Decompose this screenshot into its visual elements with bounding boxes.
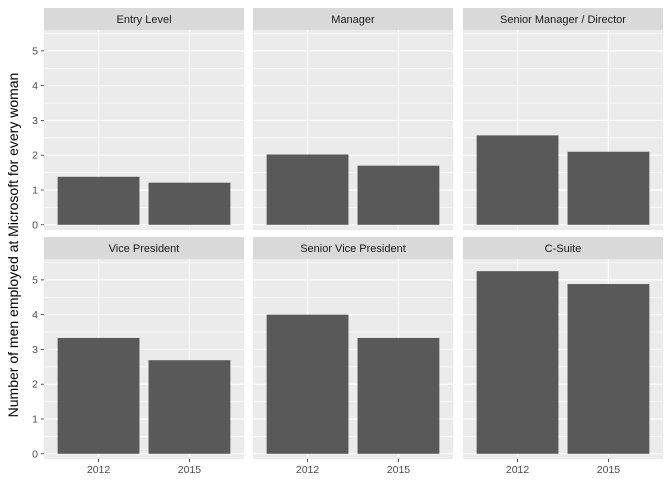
bar-senior-vice-president-2015 [357,337,440,454]
facet-strip [463,8,663,30]
facet-senior-vice-president: Senior Vice President 2012 2015 [253,237,453,476]
y-tick-label: 1 [32,185,38,197]
bar-entry-level-2012 [57,176,140,225]
bar-vice-president-2015 [148,360,231,454]
x-tick-label: 2015 [597,464,621,476]
bar-senior-manager-director-2012 [476,135,559,225]
facet-strip [253,237,453,259]
x-tick-label: 2012 [87,464,111,476]
bar-c-suite-2012 [476,271,559,454]
bar-entry-level-2015 [148,182,231,225]
x-tick-label: 2012 [296,464,320,476]
facet-strip [44,8,244,30]
x-tick-label: 2012 [506,464,530,476]
y-tick-label: 2 [32,150,38,162]
facet-panels: Entry Level 0 1 2 3 4 5 Manager Senior Manager /… [32,8,663,476]
bar-c-suite-2015 [567,284,650,454]
y-axis-title: Number of men employed at Microsoft for … [5,73,21,418]
bar-manager-2015 [357,165,440,225]
x-tick-label: 2015 [178,464,202,476]
y-tick-label: 0 [32,448,38,460]
facet-strip-label: Entry Level [116,14,171,26]
facet-strip-label: Senior Manager / Director [500,14,626,26]
facet-c-suite: C-Suite 2012 2015 [463,237,663,476]
y-tick-label: 0 [32,219,38,231]
y-tick-label: 3 [32,344,38,356]
facet-strip [253,8,453,30]
y-tick-label: 5 [32,274,38,286]
y-tick-label: 5 [32,45,38,57]
y-tick-label: 3 [32,115,38,127]
facet-strip-label: C-Suite [545,243,582,255]
facet-strip [44,237,244,259]
bar-manager-2012 [266,154,349,225]
bar-senior-manager-director-2015 [567,151,650,225]
y-tick-label: 4 [32,309,38,321]
facet-strip [463,237,663,259]
y-tick-label: 2 [32,379,38,391]
facet-vice-president: Vice President 0 1 2 3 4 5 2012 2015 [32,237,244,476]
facet-manager: Manager [253,8,453,230]
facet-strip-label: Vice President [109,243,180,255]
facet-entry-level: Entry Level 0 1 2 3 4 5 [32,8,244,231]
x-tick-label: 2015 [387,464,411,476]
y-tick-label: 1 [32,414,38,426]
bar-senior-vice-president-2012 [266,314,349,454]
facet-strip-label: Manager [331,14,375,26]
facet-senior-manager-director: Senior Manager / Director [463,8,663,230]
y-tick-label: 4 [32,80,38,92]
facet-strip-label: Senior Vice President [300,243,406,255]
bar-vice-president-2012 [57,337,140,454]
